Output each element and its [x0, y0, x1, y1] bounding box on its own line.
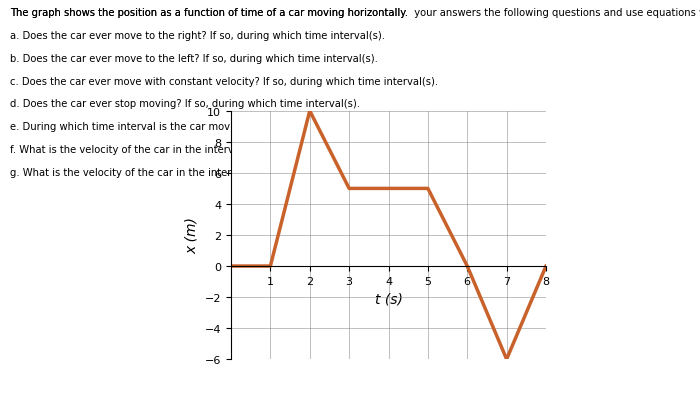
Text: The graph shows the position as a function of time of a car moving horizontally.: The graph shows the position as a functi… [10, 8, 412, 18]
Text: The graph shows the position as a function of time of a car moving horizontally.: The graph shows the position as a functi… [10, 8, 700, 18]
Text: e. During which time interval is the car moving fastest?: e. During which time interval is the car… [10, 122, 288, 132]
X-axis label: t (s): t (s) [374, 292, 402, 306]
Text: b. Does the car ever move to the left? If so, during which time interval(s).: b. Does the car ever move to the left? I… [10, 54, 379, 64]
Text: g. What is the velocity of the car in the interval 5 s to 7 s?: g. What is the velocity of the car in th… [10, 167, 301, 177]
Text: a. Does the car ever move to the right? If so, during which time interval(s).: a. Does the car ever move to the right? … [10, 31, 386, 41]
Text: d. Does the car ever stop moving? If so, during which time interval(s).: d. Does the car ever stop moving? If so,… [10, 99, 360, 109]
Y-axis label: x (m): x (m) [186, 217, 199, 254]
Text: f. What is the velocity of the car in the interval 0 s to 1 s?: f. What is the velocity of the car in th… [10, 145, 297, 154]
Text: c. Does the car ever move with constant velocity? If so, during which time inter: c. Does the car ever move with constant … [10, 76, 439, 86]
